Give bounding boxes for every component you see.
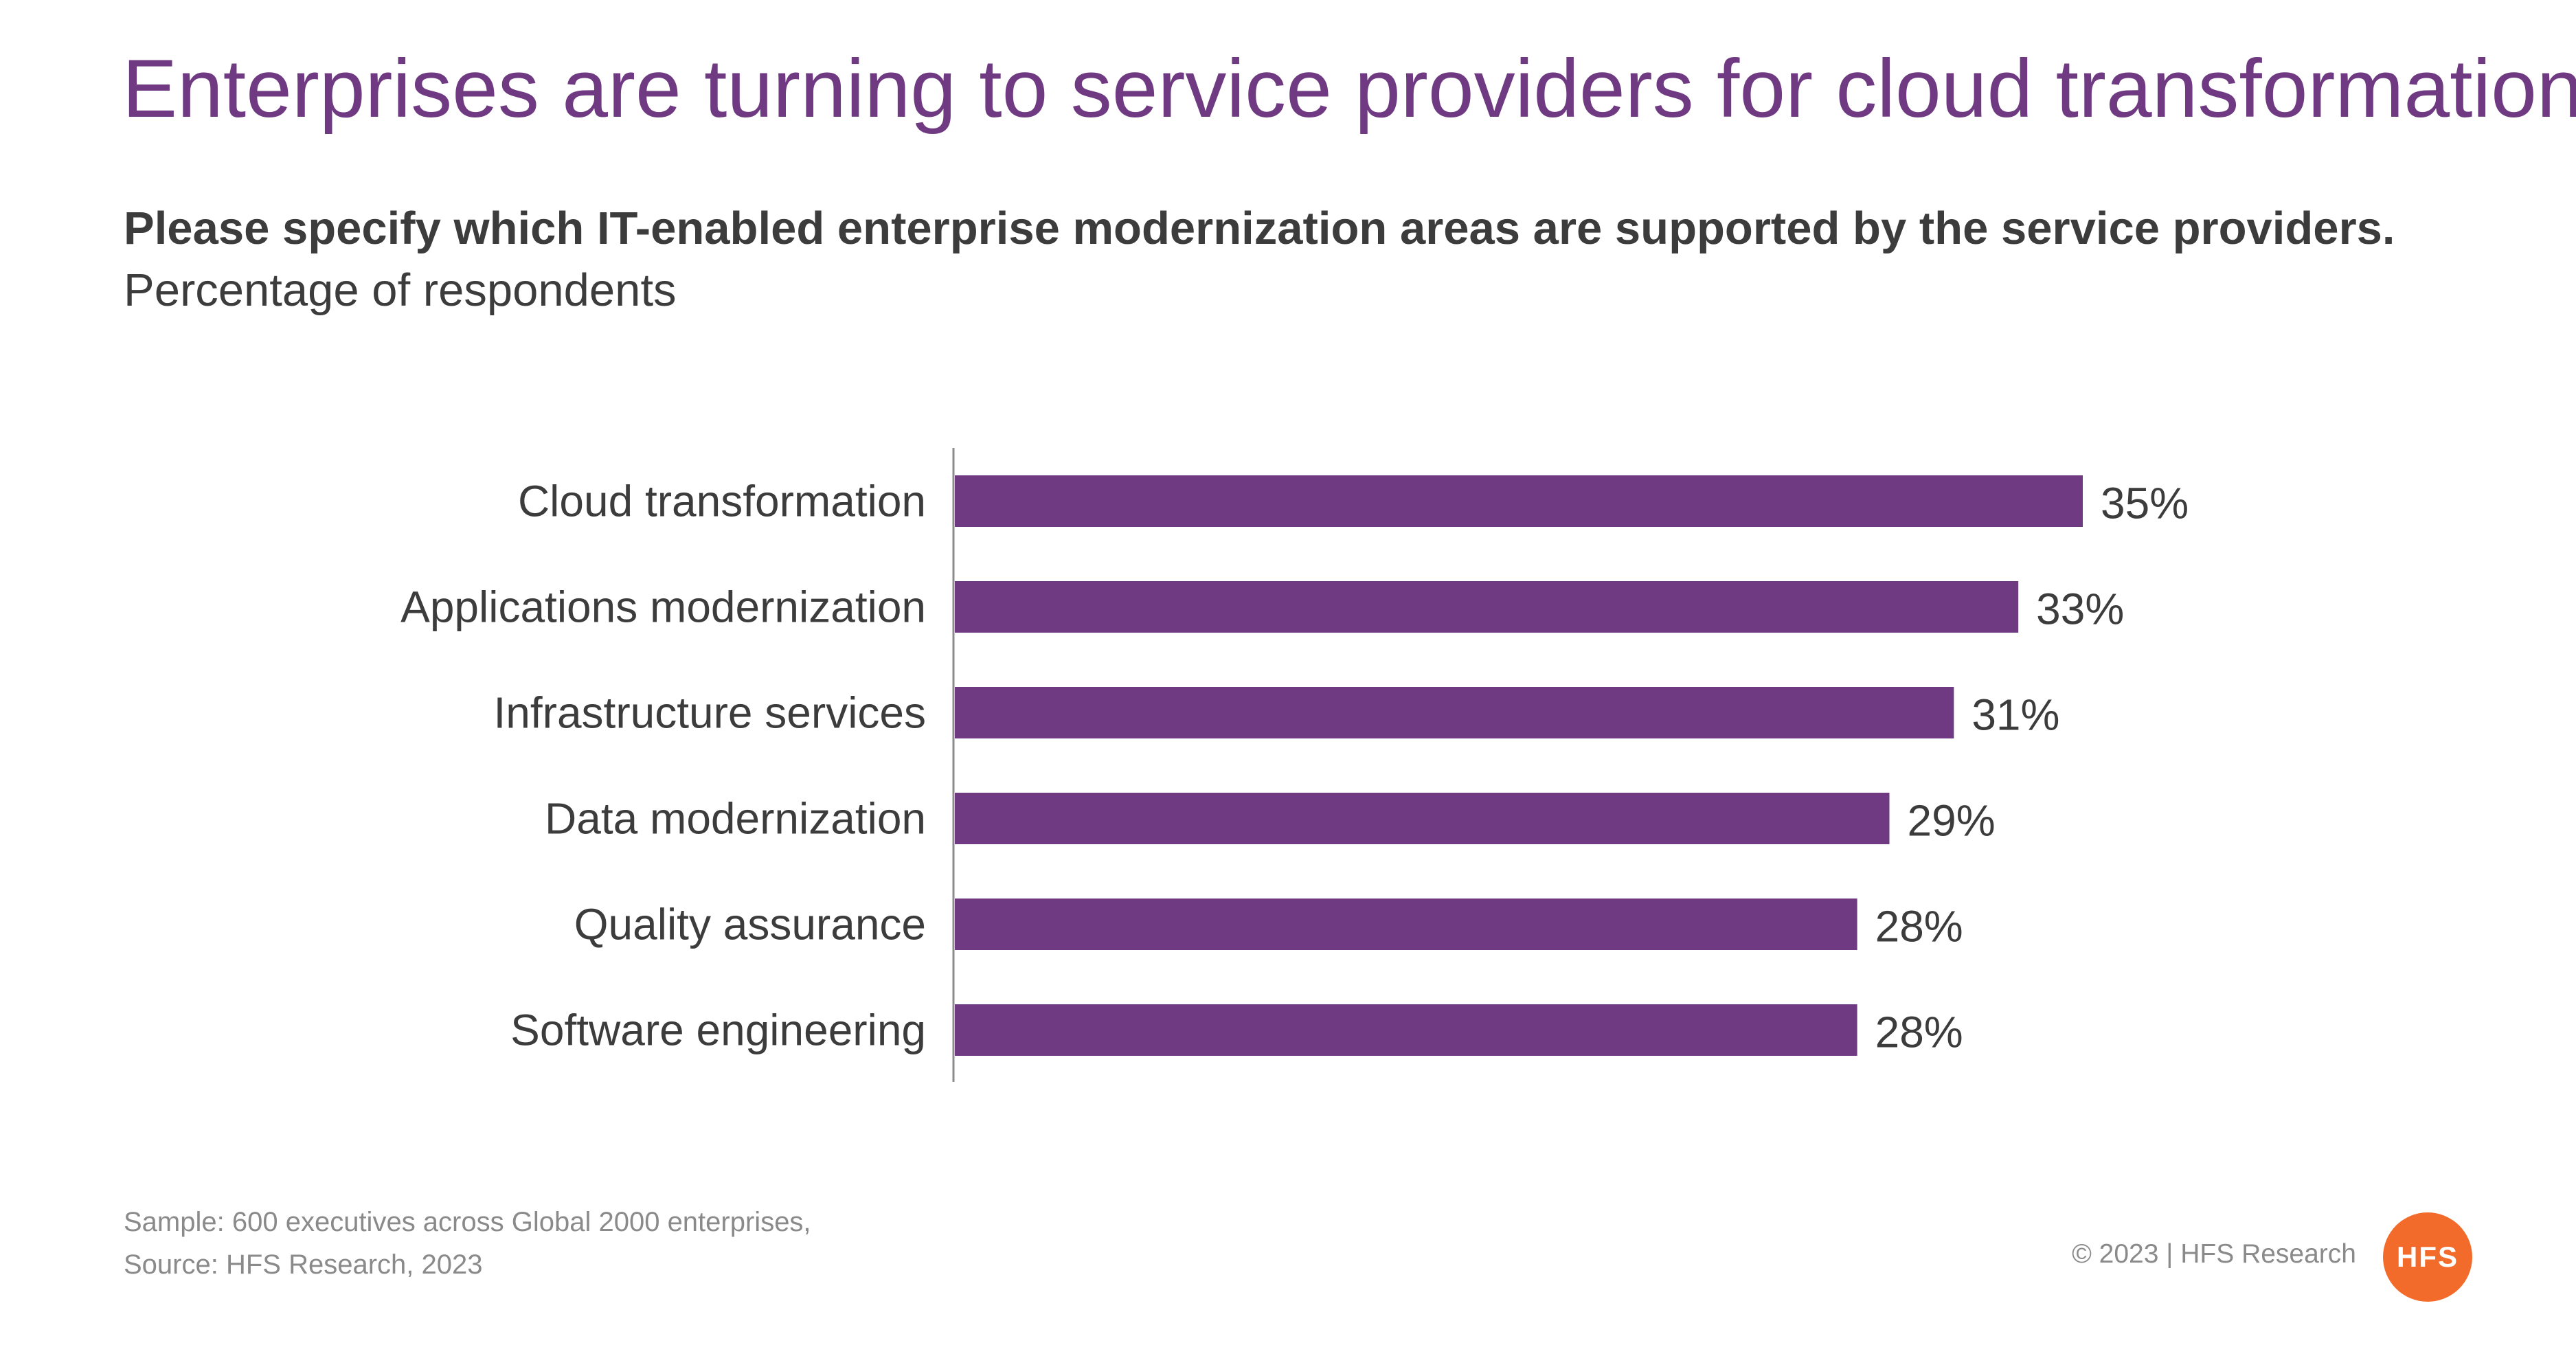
bar bbox=[955, 475, 2083, 527]
source-note: Sample: 600 executives across Global 200… bbox=[124, 1201, 811, 1286]
data-label: 28% bbox=[1875, 902, 1963, 951]
data-label: 35% bbox=[2101, 479, 2189, 528]
category-label: Cloud transformation bbox=[518, 477, 926, 526]
category-label: Data modernization bbox=[545, 794, 926, 844]
bar bbox=[955, 1004, 1857, 1056]
category-label: Infrastructure services bbox=[493, 688, 926, 738]
survey-question: Please specify which IT-enabled enterpri… bbox=[124, 203, 2395, 254]
bar bbox=[955, 581, 2019, 633]
data-label: 31% bbox=[1971, 690, 2059, 740]
category-label: Software engineering bbox=[510, 1006, 926, 1055]
source-line: Source: HFS Research, 2023 bbox=[124, 1250, 483, 1280]
hfs-logo: HFS bbox=[2383, 1212, 2472, 1302]
data-label: 28% bbox=[1875, 1008, 1963, 1057]
logo-text: HFS bbox=[2397, 1241, 2459, 1273]
category-label: Quality assurance bbox=[574, 900, 926, 949]
chart-subtitle: Percentage of respondents bbox=[124, 264, 677, 316]
page-title: Enterprises are turning to service provi… bbox=[122, 43, 2576, 135]
category-label: Applications modernization bbox=[400, 583, 926, 632]
copyright-text: © 2023 | HFS Research bbox=[2072, 1239, 2356, 1269]
bar bbox=[955, 687, 1954, 738]
bar bbox=[955, 898, 1857, 950]
bar bbox=[955, 793, 1890, 844]
sample-note: Sample: 600 executives across Global 200… bbox=[124, 1207, 811, 1237]
data-label: 33% bbox=[2036, 585, 2124, 634]
data-label: 29% bbox=[1908, 796, 1996, 846]
